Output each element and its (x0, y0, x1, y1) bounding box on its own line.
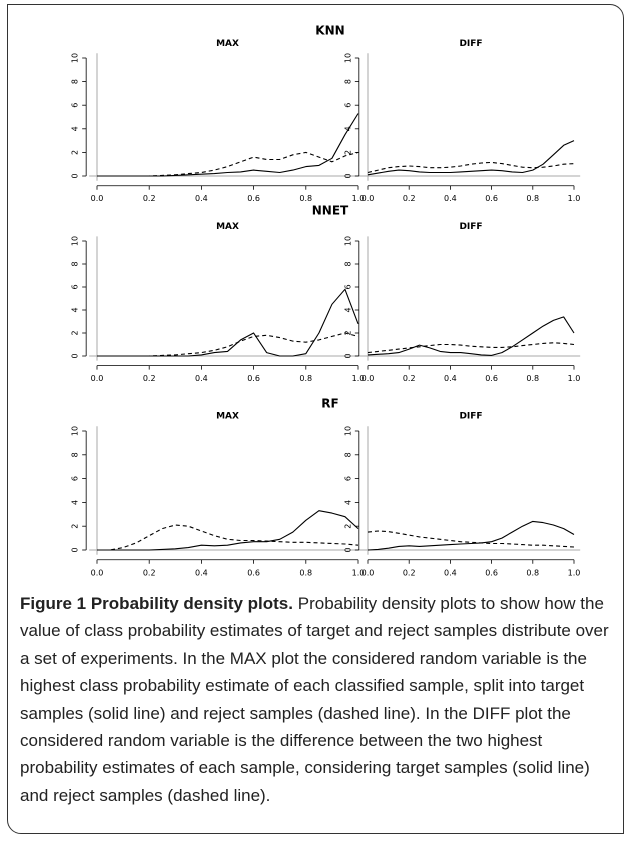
x-tick-label: 0.6 (247, 568, 260, 577)
y-tick-label: 6 (343, 284, 352, 289)
x-tick-label: 0.4 (444, 374, 457, 383)
plots: KNN NNET RF MAX 0 2 4 6 8 10 0.0 0.2 0.4 0.6 0.8 1.0 DIF… (71, 24, 581, 578)
x-tick-label: 0.8 (526, 568, 539, 577)
x-tick-label: 1.0 (352, 374, 365, 383)
y-tick-label: 6 (343, 476, 352, 481)
x-tick-label: 1.0 (568, 374, 581, 383)
y-tick-label: 4 (343, 126, 352, 131)
x-tick-label: 0.6 (247, 374, 260, 383)
x-tick-label: 0.0 (91, 568, 104, 577)
chart-title: MAX (216, 39, 239, 49)
y-tick-label: 10 (343, 426, 352, 436)
y-tick-label: 0 (71, 353, 80, 358)
y-tick-label: 2 (71, 330, 80, 335)
x-tick-label: 0.4 (195, 374, 208, 383)
x-tick-label: 0.6 (247, 194, 260, 203)
x-tick-label: 0.2 (403, 568, 416, 577)
y-tick-label: 8 (71, 261, 80, 266)
chart-title: MAX (216, 412, 239, 422)
figure-frame (7, 4, 624, 834)
x-tick-label: 0.0 (362, 568, 375, 577)
section-title: KNN (315, 24, 344, 38)
y-tick-label: 4 (71, 126, 80, 131)
dashed-line (97, 151, 359, 177)
x-tick-label: 0.2 (403, 374, 416, 383)
y-tick-label: 6 (343, 103, 352, 108)
x-tick-label: 1.0 (352, 568, 365, 577)
x-tick-label: 1.0 (568, 194, 581, 203)
dashed-line (367, 530, 575, 548)
x-tick-label: 0.6 (485, 568, 498, 577)
x-tick-label: 0.4 (444, 194, 457, 203)
x-tick-label: 0.8 (299, 568, 312, 577)
x-tick-label: 0.0 (362, 374, 375, 383)
solid-line (97, 510, 359, 551)
y-tick-label: 0 (343, 547, 352, 552)
dashed-line (97, 524, 359, 551)
y-tick-label: 10 (343, 53, 352, 63)
chart-title: MAX (216, 222, 239, 232)
solid-line (367, 140, 575, 176)
x-tick-label: 0.8 (526, 374, 539, 383)
y-tick-label: 2 (71, 150, 80, 155)
y-tick-label: 10 (343, 236, 352, 246)
y-tick-label: 8 (343, 452, 352, 457)
x-tick-label: 0.6 (485, 194, 498, 203)
caption-text: Probability density plots to show how th… (20, 594, 609, 805)
x-tick-label: 0.2 (143, 568, 156, 577)
x-tick-label: 1.0 (568, 568, 581, 577)
y-tick-label: 2 (71, 524, 80, 529)
dashed-line (367, 342, 575, 354)
chart-title: DIFF (459, 39, 482, 49)
y-tick-label: 10 (71, 426, 80, 436)
caption-label: Figure 1 Probability density plots. (20, 594, 293, 613)
chart-title: DIFF (459, 222, 482, 232)
x-tick-label: 0.0 (362, 194, 375, 203)
solid-line (367, 520, 575, 551)
solid-line (97, 288, 359, 357)
section-title: RF (321, 397, 338, 411)
x-tick-label: 0.8 (299, 374, 312, 383)
x-tick-label: 0.0 (91, 374, 104, 383)
y-tick-label: 6 (71, 284, 80, 289)
dashed-line (97, 332, 359, 357)
y-tick-label: 10 (71, 236, 80, 246)
x-tick-label: 0.4 (195, 568, 208, 577)
x-tick-label: 0.2 (143, 194, 156, 203)
y-tick-label: 8 (343, 261, 352, 266)
y-tick-label: 4 (71, 307, 80, 312)
x-tick-label: 0.6 (485, 374, 498, 383)
x-tick-label: 0.8 (526, 194, 539, 203)
x-tick-label: 0.4 (195, 194, 208, 203)
y-tick-label: 4 (71, 500, 80, 505)
y-tick-label: 8 (343, 79, 352, 84)
x-tick-label: 1.0 (352, 194, 365, 203)
x-tick-label: 0.8 (299, 194, 312, 203)
chart-title: DIFF (459, 412, 482, 422)
y-tick-label: 0 (343, 173, 352, 178)
y-tick-label: 8 (71, 452, 80, 457)
y-tick-label: 8 (71, 79, 80, 84)
x-tick-label: 0.4 (444, 568, 457, 577)
y-tick-label: 4 (343, 307, 352, 312)
solid-line (97, 113, 359, 177)
y-tick-label: 0 (71, 547, 80, 552)
y-tick-label: 4 (343, 500, 352, 505)
caption: Figure 1 Probability density plots. Prob… (20, 590, 620, 809)
section-title: NNET (312, 204, 349, 218)
x-tick-label: 0.0 (91, 194, 104, 203)
solid-line (367, 316, 575, 356)
x-tick-label: 0.2 (403, 194, 416, 203)
y-tick-label: 2 (343, 150, 352, 155)
y-tick-label: 2 (343, 330, 352, 335)
x-tick-label: 0.2 (143, 374, 156, 383)
y-tick-label: 10 (71, 53, 80, 63)
y-tick-label: 0 (71, 173, 80, 178)
y-tick-label: 6 (71, 103, 80, 108)
y-tick-label: 6 (71, 476, 80, 481)
y-tick-label: 2 (343, 524, 352, 529)
y-tick-label: 0 (343, 353, 352, 358)
